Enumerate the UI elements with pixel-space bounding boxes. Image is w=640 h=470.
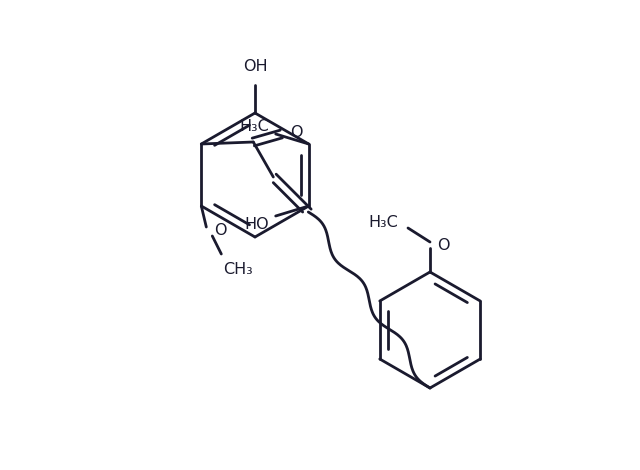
- Text: H₃C: H₃C: [368, 214, 398, 229]
- Text: O: O: [291, 125, 303, 140]
- Text: H₃C: H₃C: [239, 118, 269, 133]
- Text: CH₃: CH₃: [223, 262, 253, 277]
- Text: HO: HO: [244, 217, 269, 232]
- Text: O: O: [214, 222, 227, 237]
- Text: O: O: [437, 237, 449, 252]
- Text: OH: OH: [243, 59, 268, 74]
